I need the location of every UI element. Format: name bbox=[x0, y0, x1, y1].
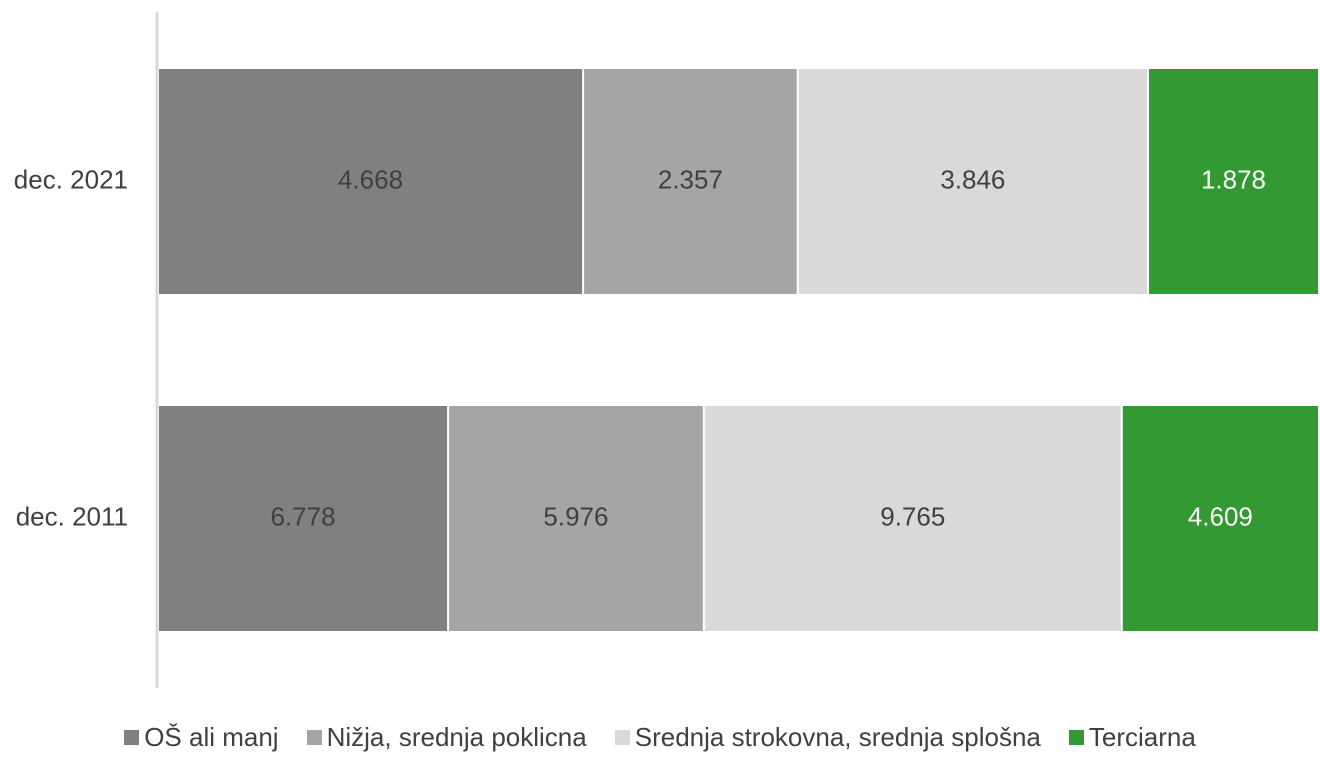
legend-label: OŠ ali manj bbox=[144, 722, 279, 752]
legend: OŠ ali manj Nižja, srednja poklicna Sred… bbox=[0, 722, 1320, 753]
bar-segment bbox=[159, 69, 583, 294]
legend-label: Srednja strokovna, srednja splošna bbox=[634, 722, 1041, 752]
category-label: dec. 2011 bbox=[16, 501, 128, 531]
data-label: 2.357 bbox=[658, 164, 723, 194]
data-label: 4.668 bbox=[338, 164, 403, 194]
stacked-bar-chart: dec. 2021 4.668 2.357 3.846 1.878 dec. 2011 6.… bbox=[14, 12, 1318, 688]
bar-segment bbox=[584, 69, 797, 294]
legend-swatch bbox=[614, 730, 630, 745]
data-label: 6.778 bbox=[271, 501, 336, 531]
legend-swatch bbox=[124, 730, 140, 745]
bar-segment bbox=[449, 406, 703, 631]
legend-swatch bbox=[1068, 730, 1084, 745]
bar-segment bbox=[159, 406, 448, 631]
data-label: 5.976 bbox=[543, 501, 608, 531]
bar-segment bbox=[704, 406, 1121, 631]
legend-label: Nižja, srednja poklicna bbox=[326, 722, 587, 752]
legend-item-srednja-strokovna: Srednja strokovna, srednja splošna bbox=[614, 722, 1041, 753]
bar-segment bbox=[798, 69, 1147, 294]
category-label: dec. 2021 bbox=[14, 164, 128, 194]
bar-segment bbox=[1148, 69, 1318, 294]
bar-segment bbox=[1122, 406, 1318, 631]
legend-item-os-ali-manj: OŠ ali manj bbox=[124, 722, 279, 753]
data-label: 3.846 bbox=[940, 164, 1005, 194]
data-label: 1.878 bbox=[1201, 164, 1266, 194]
legend-item-nizja-srednja-poklicna: Nižja, srednja poklicna bbox=[306, 722, 587, 753]
legend-item-terciarna: Terciarna bbox=[1068, 722, 1196, 753]
legend-label: Terciarna bbox=[1088, 722, 1196, 752]
legend-swatch bbox=[306, 730, 322, 745]
data-label: 9.765 bbox=[880, 501, 945, 531]
data-label: 4.609 bbox=[1188, 501, 1253, 531]
